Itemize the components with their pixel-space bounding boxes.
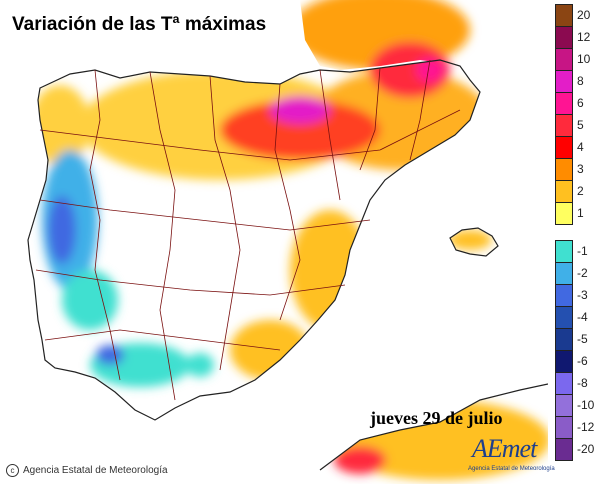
legend-label: 8 [577,74,584,88]
legend-label: -20 [577,442,595,456]
legend-label: -10 [577,398,595,412]
legend-swatch [555,262,573,285]
legend-swatch [555,350,573,373]
legend-swatch [555,240,573,263]
date-label: jueves 29 de julio [370,408,503,428]
legend-swatch [555,48,573,71]
province-borders [35,59,461,401]
legend-label: 5 [577,118,584,132]
legend-label: -6 [577,354,588,368]
legend-swatch [555,158,573,181]
legend-label: -2 [577,266,588,280]
legend-swatch [555,70,573,93]
legend-label: -4 [577,310,588,324]
legend-label: 20 [577,8,591,22]
legend-label: -5 [577,332,588,346]
coastline [27,59,548,471]
color-legend: 20 12 10 8 6 5 4 3 2 1 -1 -2 -3 -4 -5 -6 -8 -10 -12 -20 [553,2,597,482]
legend-label: -12 [577,420,595,434]
legend-label: -8 [577,376,588,390]
legend-swatch [555,416,573,439]
legend-swatch [555,438,573,461]
logo-wordmark: AEmet [472,434,537,463]
legend-swatch [555,372,573,395]
legend-label: 6 [577,96,584,110]
legend-label: 2 [577,184,584,198]
legend-label: 10 [577,52,591,66]
legend-swatch [555,26,573,49]
aemet-logo: AEmet Agencia Estatal de Meteorología [462,434,555,480]
legend-label: 12 [577,30,591,44]
legend-swatch [555,202,573,225]
temperature-change-map [27,0,548,480]
legend-label: 3 [577,162,584,176]
logo-subtitle: Agencia Estatal de Meteorología [468,466,555,472]
legend-swatch [555,4,573,27]
legend-swatch [555,394,573,417]
legend-swatch [555,114,573,137]
legend-swatch [555,284,573,307]
legend-label: 1 [577,206,584,220]
copyright-text: Agencia Estatal de Meteorología [23,465,168,476]
legend-swatch [555,328,573,351]
copyright: c Agencia Estatal de Meteorología [6,464,168,477]
legend-label: -3 [577,288,588,302]
legend-swatch [555,136,573,159]
legend-label: 4 [577,140,584,154]
map-title: Variación de las Tª máximas [12,14,267,35]
legend-label: -1 [577,244,588,258]
legend-swatch [555,306,573,329]
copyright-icon: c [6,464,19,477]
legend-swatch [555,180,573,203]
legend-swatch [555,92,573,115]
